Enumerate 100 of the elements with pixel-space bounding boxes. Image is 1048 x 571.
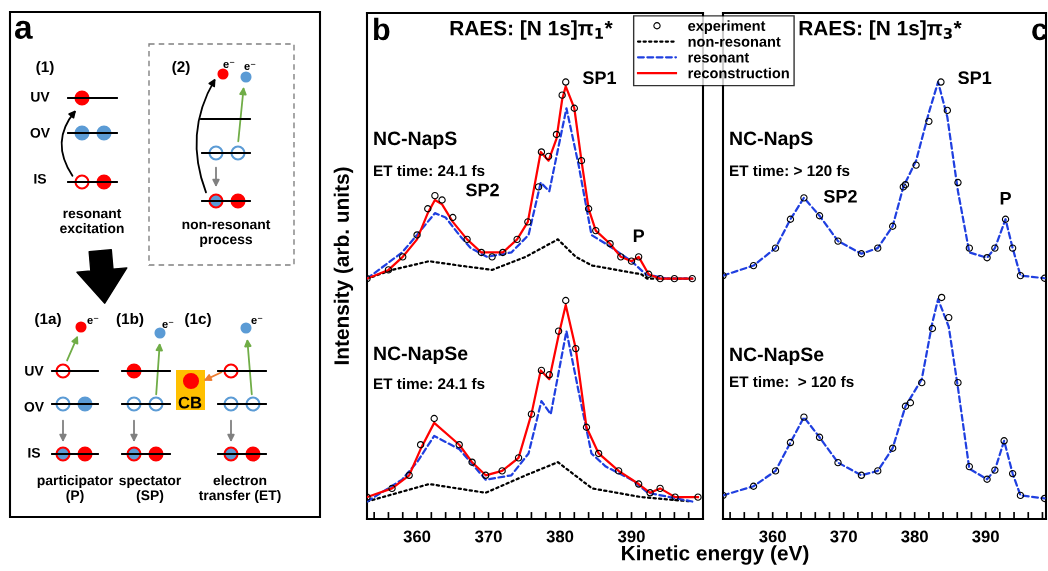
y-axis-title: Intensity (arb. units) <box>333 167 354 365</box>
text: (1) <box>36 60 54 76</box>
point <box>901 181 910 189</box>
point <box>405 471 413 479</box>
point <box>554 327 563 335</box>
annotation: SP1 <box>582 71 617 85</box>
text: spectator (SP) <box>119 476 182 503</box>
point <box>544 152 553 161</box>
annotation: ET time: 24.1 fs <box>374 164 485 177</box>
point <box>572 344 580 353</box>
point <box>534 183 543 191</box>
point <box>514 454 523 462</box>
point <box>488 253 496 261</box>
point <box>468 458 476 466</box>
point <box>670 274 679 283</box>
point <box>399 253 407 261</box>
point <box>906 399 915 407</box>
text: e⁻ <box>244 63 256 70</box>
point <box>937 78 945 86</box>
x-tick-label: 390 <box>972 530 999 543</box>
annotation: ET time: > 120 fs <box>730 164 850 177</box>
annotation: SP2 <box>465 183 499 197</box>
point <box>656 274 664 283</box>
annotation: NC-NapSe <box>374 346 468 365</box>
point <box>943 106 952 115</box>
point <box>384 266 393 274</box>
text: resonant excitation <box>60 209 124 234</box>
point <box>771 244 780 252</box>
point <box>449 213 457 222</box>
annotation: ET time: > 120 fs <box>730 375 854 388</box>
point <box>857 250 866 258</box>
point <box>431 191 439 200</box>
text: non-resonant process <box>182 220 271 247</box>
legend-label: non-resonant <box>688 37 781 47</box>
point <box>1016 491 1025 500</box>
point <box>594 449 603 458</box>
point <box>912 161 920 169</box>
text: IS <box>34 173 47 184</box>
legend-label: experiment <box>688 20 766 34</box>
text: e⁻ <box>162 321 174 328</box>
point <box>592 226 600 235</box>
point <box>1000 437 1008 445</box>
point <box>983 475 991 483</box>
annotation: NC-NapSe <box>730 347 824 366</box>
point <box>800 413 808 421</box>
point <box>627 257 636 265</box>
point <box>644 270 653 278</box>
point <box>513 235 521 244</box>
annotation: P <box>633 229 645 242</box>
point <box>524 218 532 226</box>
point <box>552 130 561 139</box>
text: (1c) <box>185 312 211 328</box>
text: (2) <box>172 60 190 76</box>
annotation: NC-NapS <box>374 131 457 150</box>
point <box>786 215 795 223</box>
point <box>983 254 991 262</box>
point <box>562 296 570 305</box>
x-tick-label: 370 <box>475 530 502 543</box>
point <box>688 274 696 283</box>
point <box>815 212 824 220</box>
text: e⁻ <box>251 317 263 324</box>
x-axis-title: Kinetic energy (eV) <box>622 545 809 565</box>
x-tick-label: 360 <box>759 530 786 543</box>
text: (1a) <box>35 312 61 328</box>
point <box>1016 271 1025 280</box>
point <box>771 467 780 475</box>
point <box>388 484 396 493</box>
point <box>888 444 897 452</box>
point <box>874 244 882 252</box>
point <box>634 480 643 488</box>
text: e⁻ <box>223 61 235 68</box>
point <box>558 91 566 99</box>
point <box>606 240 614 248</box>
x-tick-label: 380 <box>546 530 574 543</box>
point <box>562 78 570 86</box>
text: OV <box>30 127 50 138</box>
point <box>815 433 824 441</box>
point <box>925 117 933 126</box>
text: electron transfer (ET) <box>198 475 281 503</box>
point <box>656 484 664 493</box>
text: UV <box>31 92 50 102</box>
point <box>671 493 679 501</box>
point <box>937 293 946 302</box>
point <box>545 371 553 379</box>
point <box>413 231 421 239</box>
point <box>537 148 546 156</box>
text: IS <box>28 447 41 458</box>
annotation: ET time: 24.1 fs <box>374 377 485 390</box>
x-tick-label: 390 <box>617 530 645 543</box>
point <box>786 438 795 447</box>
point <box>965 462 974 471</box>
point <box>582 423 591 431</box>
annotation: P <box>1000 191 1011 205</box>
point <box>834 237 842 245</box>
text: e⁻ <box>87 317 99 324</box>
point <box>617 253 625 261</box>
point <box>874 467 882 475</box>
point <box>577 157 586 165</box>
annotation: SP1 <box>958 71 992 85</box>
point <box>430 414 438 423</box>
